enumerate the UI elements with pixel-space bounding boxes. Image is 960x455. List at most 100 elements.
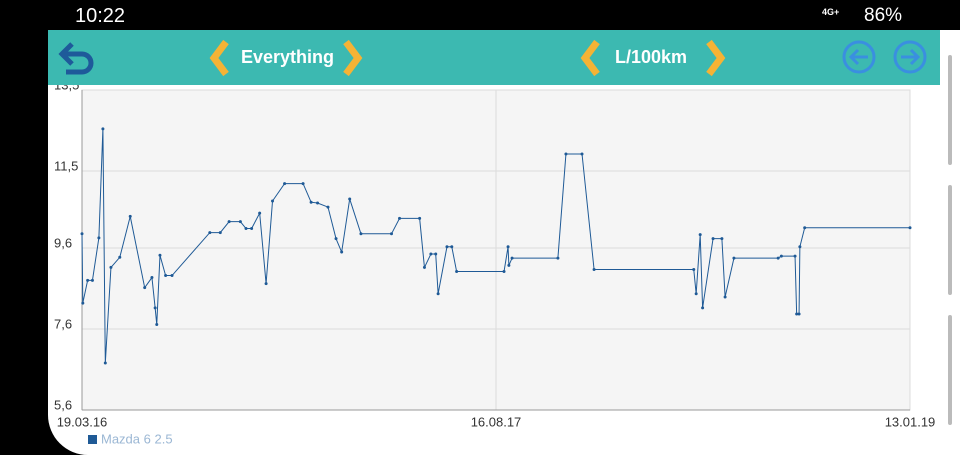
status-bar: 10:22 4G+ 86% <box>0 0 960 30</box>
legend-swatch <box>88 435 97 444</box>
data-point <box>153 306 157 310</box>
data-point <box>86 278 90 282</box>
data-point <box>150 276 154 280</box>
data-point <box>797 312 801 316</box>
data-point <box>264 282 268 286</box>
data-point <box>803 226 807 230</box>
data-point <box>422 265 426 269</box>
toolbar-icons <box>58 39 927 77</box>
y-tick-label: 5,6 <box>54 397 72 412</box>
next-arrow <box>901 48 921 66</box>
data-point <box>429 252 433 256</box>
battery: 86% <box>864 5 903 26</box>
data-point <box>506 245 510 249</box>
data-point <box>301 182 305 186</box>
data-point <box>436 292 440 296</box>
data-point <box>238 220 242 224</box>
clock: 10:22 <box>75 5 126 27</box>
data-point <box>580 152 584 156</box>
next-button[interactable] <box>893 40 927 74</box>
data-point <box>118 255 122 259</box>
legend-label: Mazda 6 2.5 <box>101 431 173 446</box>
data-point <box>250 227 254 231</box>
data-point <box>694 292 698 296</box>
data-point <box>158 253 162 257</box>
data-point <box>90 278 94 282</box>
x-tick-label: 19.03.16 <box>57 414 108 429</box>
data-point <box>720 237 724 241</box>
prev-unit[interactable] <box>580 39 600 77</box>
data-point <box>101 127 105 131</box>
data-point <box>798 245 802 249</box>
data-point <box>510 256 514 260</box>
data-point <box>80 232 84 236</box>
data-point <box>326 205 330 209</box>
unit-label: L/100km <box>615 47 688 67</box>
prev-arrow <box>848 48 868 66</box>
data-point <box>170 274 174 278</box>
chart: 5,6 7,6 9,6 11,5 13,5 19.03.16 16.08.17 13.01.1… <box>54 85 936 446</box>
prev-filter[interactable] <box>209 39 229 77</box>
data-point <box>450 245 454 249</box>
scroll-thumb <box>948 315 952 425</box>
data-point <box>389 232 393 236</box>
scroll-thumb <box>948 55 952 165</box>
data-point <box>776 256 780 260</box>
data-point <box>348 197 352 201</box>
next-unit[interactable] <box>706 39 726 77</box>
scroll-thumb <box>948 185 952 295</box>
y-tick-label: 7,6 <box>54 316 72 331</box>
y-tick-label: 11,5 <box>54 158 78 173</box>
data-point <box>732 256 736 260</box>
data-point <box>81 301 85 305</box>
data-point <box>143 286 147 290</box>
data-point <box>723 295 727 299</box>
back-icon[interactable] <box>62 51 94 75</box>
data-point <box>208 231 212 235</box>
data-point <box>692 267 696 271</box>
data-point <box>779 254 783 258</box>
data-point <box>698 233 702 237</box>
data-point <box>218 231 222 235</box>
data-point <box>128 214 132 218</box>
data-point <box>795 312 799 316</box>
data-point <box>316 201 320 205</box>
filter-label: Everything <box>241 47 335 67</box>
data-point <box>164 274 168 278</box>
data-point <box>334 237 338 241</box>
data-point <box>711 237 715 241</box>
toolbar: Everything L/100km <box>48 30 940 85</box>
data-point <box>398 216 402 220</box>
x-tick-label: 16.08.17 <box>471 414 522 429</box>
scrollbar <box>940 30 960 455</box>
data-point <box>564 152 568 156</box>
data-point <box>309 200 313 204</box>
x-tick-label: 13.01.19 <box>885 414 936 429</box>
data-point <box>359 232 363 236</box>
data-point <box>701 306 705 310</box>
data-point <box>227 220 231 224</box>
data-point <box>258 211 262 215</box>
data-point <box>283 182 287 186</box>
y-tick-label: 13,5 <box>54 85 79 92</box>
data-point <box>97 236 101 240</box>
data-point <box>502 269 506 273</box>
data-point <box>109 265 113 269</box>
y-tick-label: 9,6 <box>54 235 72 250</box>
data-point <box>340 250 344 254</box>
data-point <box>908 226 912 230</box>
data-point <box>455 269 459 273</box>
data-point <box>155 323 159 327</box>
back-arrow <box>58 42 74 66</box>
data-point <box>592 267 596 271</box>
data-point <box>244 227 248 231</box>
data-point <box>507 263 511 267</box>
data-point <box>556 256 560 260</box>
prev-button[interactable] <box>842 40 876 74</box>
data-point <box>103 361 107 365</box>
data-point <box>418 216 422 220</box>
data-point <box>793 254 797 258</box>
network: 4G+ <box>822 7 840 17</box>
next-filter[interactable] <box>343 39 363 77</box>
